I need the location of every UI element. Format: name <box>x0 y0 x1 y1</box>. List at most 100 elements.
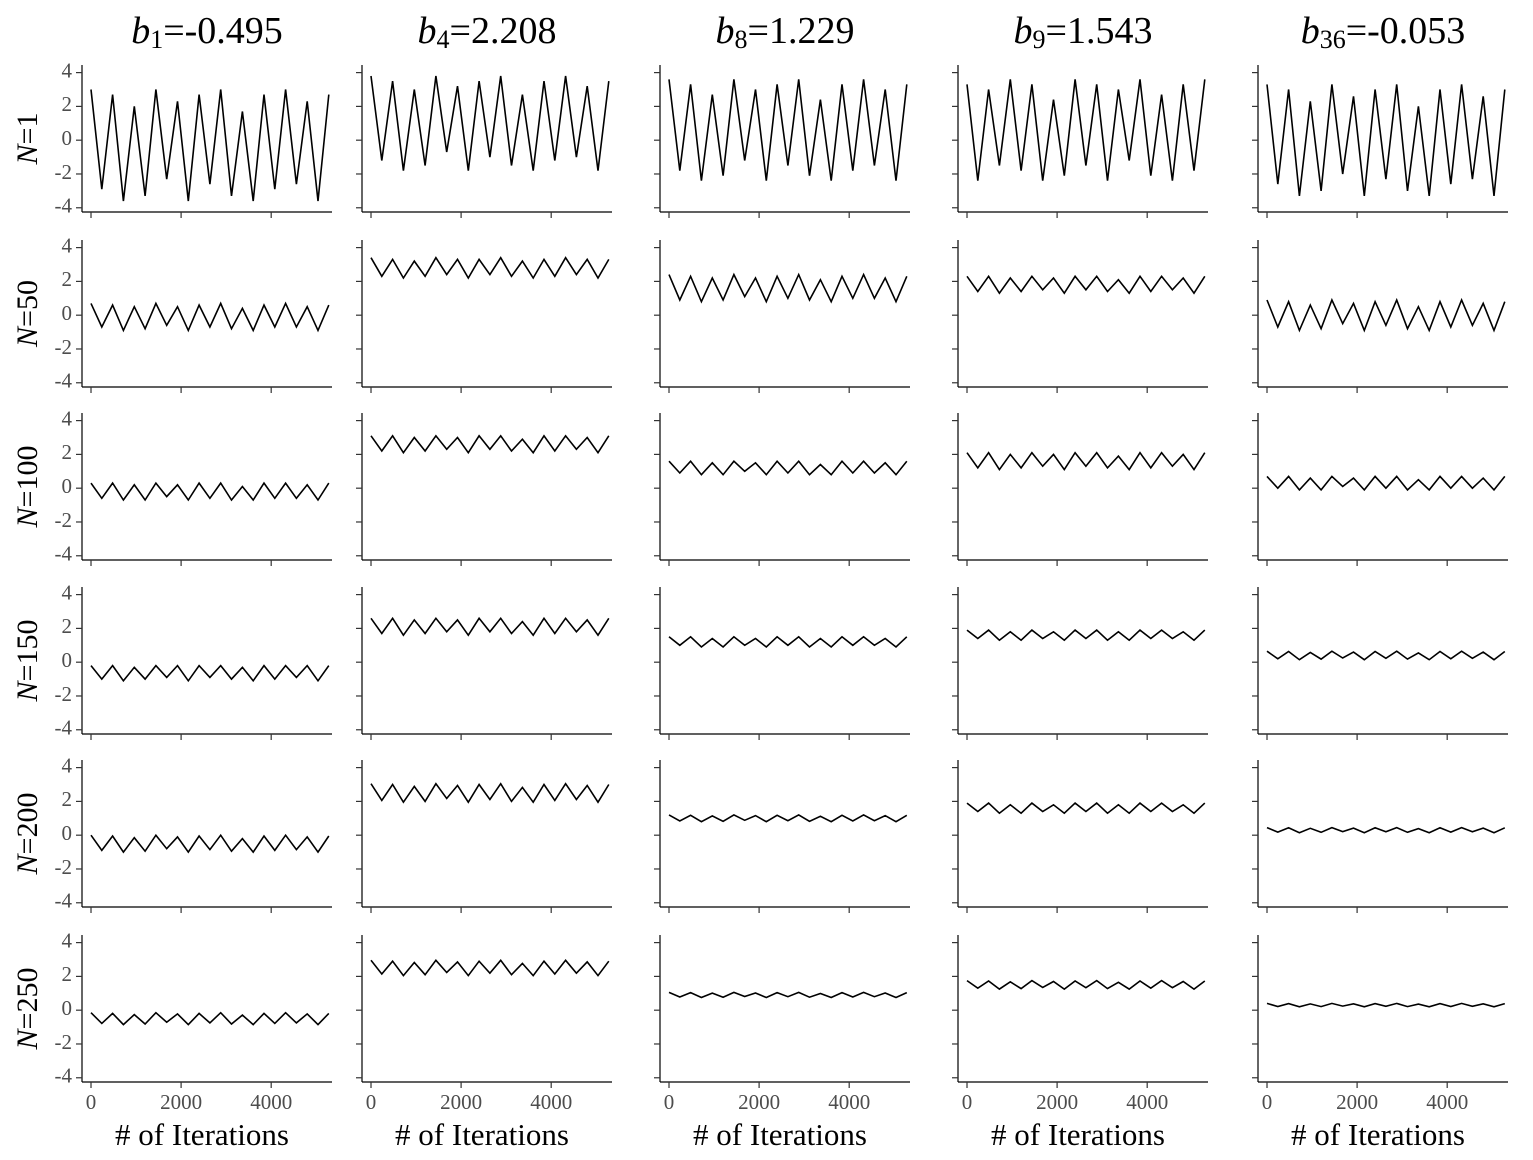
trace-line <box>668 813 908 823</box>
y-tick-label: 2 <box>62 440 73 464</box>
trace-line <box>1266 84 1506 196</box>
y-tick-label: -4 <box>55 716 73 740</box>
y-tick-label: -2 <box>55 1030 73 1054</box>
title-variable: b <box>1014 10 1033 52</box>
title-variable: b <box>418 10 437 52</box>
y-tick-label: 4 <box>62 406 73 430</box>
x-axis-label: # of Iterations <box>693 1117 867 1152</box>
trace-line <box>668 459 908 476</box>
trace-line <box>966 802 1206 815</box>
title-value: =1.543 <box>1046 10 1153 52</box>
y-tick-label: -2 <box>55 335 73 359</box>
x-axis-label: # of Iterations <box>395 1117 569 1152</box>
y-tick-label: -2 <box>55 508 73 532</box>
trace-line <box>1266 1002 1506 1008</box>
row-variable: N <box>11 142 44 165</box>
column-title: b9=1.543 <box>1014 10 1153 54</box>
row-value: =250 <box>11 968 44 1030</box>
title-variable: b <box>1301 10 1320 52</box>
title-variable: b <box>131 10 150 52</box>
column-title: b8=1.229 <box>716 10 855 54</box>
trace-line <box>668 635 908 649</box>
trace-line <box>90 89 330 202</box>
x-tick-label: 4000 <box>1426 1090 1468 1114</box>
x-axis-label: # of Iterations <box>1291 1117 1465 1152</box>
x-axis-label: # of Iterations <box>991 1117 1165 1152</box>
y-tick-label: -2 <box>55 160 73 184</box>
y-tick-label: 2 <box>62 267 73 291</box>
y-tick-label: 0 <box>62 474 73 498</box>
y-tick-label: -4 <box>55 194 73 218</box>
column-title: b1=-0.495 <box>131 10 283 54</box>
title-value: =2.208 <box>450 10 557 52</box>
row-value: =1 <box>11 113 44 145</box>
y-tick-label: 4 <box>62 580 73 604</box>
x-tick-label: 2000 <box>440 1090 482 1114</box>
title-variable: b <box>716 10 735 52</box>
y-tick-label: 2 <box>62 614 73 638</box>
y-tick-label: 2 <box>62 92 73 116</box>
title-subscript: 4 <box>437 25 450 54</box>
y-tick-label: -2 <box>55 682 73 706</box>
trace-line <box>90 301 330 333</box>
title-subscript: 9 <box>1033 25 1046 54</box>
row-variable: N <box>11 325 44 348</box>
trace-line <box>966 979 1206 991</box>
y-tick-label: 4 <box>62 753 73 777</box>
trace-line <box>370 75 610 171</box>
row-variable: N <box>11 1027 44 1050</box>
row-label: N=150 <box>11 620 44 703</box>
trace-line <box>90 833 330 854</box>
row-label: N=200 <box>11 793 44 876</box>
title-value: =-0.053 <box>1346 10 1466 52</box>
x-tick-label: 0 <box>86 1090 97 1114</box>
column-title: b4=2.208 <box>418 10 557 54</box>
y-tick-label: 0 <box>62 996 73 1020</box>
trace-line <box>370 959 610 977</box>
trace-line <box>370 782 610 804</box>
title-subscript: 8 <box>735 25 748 54</box>
trace-line <box>966 629 1206 642</box>
x-tick-label: 4000 <box>828 1090 870 1114</box>
trace-line <box>370 616 610 637</box>
x-tick-label: 0 <box>962 1090 973 1114</box>
y-tick-label: 2 <box>62 787 73 811</box>
y-tick-label: 0 <box>62 301 73 325</box>
trace-line <box>966 451 1206 472</box>
y-tick-label: -4 <box>55 889 73 913</box>
trace-line <box>90 1011 330 1026</box>
row-variable: N <box>11 852 44 875</box>
x-tick-label: 0 <box>366 1090 377 1114</box>
trace-line <box>668 79 908 181</box>
y-tick-label: 4 <box>62 928 73 952</box>
trace-line <box>370 434 610 455</box>
y-tick-label: -4 <box>55 369 73 393</box>
y-tick-label: -2 <box>55 855 73 879</box>
y-tick-label: -4 <box>55 1064 73 1088</box>
column-title: b36=-0.053 <box>1301 10 1466 54</box>
row-label: N=50 <box>11 280 44 348</box>
row-label: N=1 <box>11 113 44 166</box>
trace-line <box>966 79 1206 181</box>
x-tick-label: 0 <box>664 1090 675 1114</box>
row-value: =150 <box>11 620 44 682</box>
x-axis-label: # of Iterations <box>115 1117 289 1152</box>
y-tick-label: 0 <box>62 648 73 672</box>
title-subscript: 36 <box>1320 25 1346 54</box>
trace-line <box>668 991 908 999</box>
row-label: N=100 <box>11 446 44 529</box>
row-value: =50 <box>11 280 44 327</box>
title-subscript: 1 <box>150 25 163 54</box>
trace-line <box>90 481 330 502</box>
trace-line <box>370 256 610 280</box>
row-label: N=250 <box>11 968 44 1051</box>
y-tick-label: 0 <box>62 821 73 845</box>
trace-line <box>90 664 330 683</box>
row-value: =100 <box>11 446 44 508</box>
row-variable: N <box>11 679 44 702</box>
x-tick-label: 4000 <box>1126 1090 1168 1114</box>
trace-line <box>1266 475 1506 492</box>
row-variable: N <box>11 505 44 528</box>
y-tick-label: 4 <box>62 233 73 257</box>
